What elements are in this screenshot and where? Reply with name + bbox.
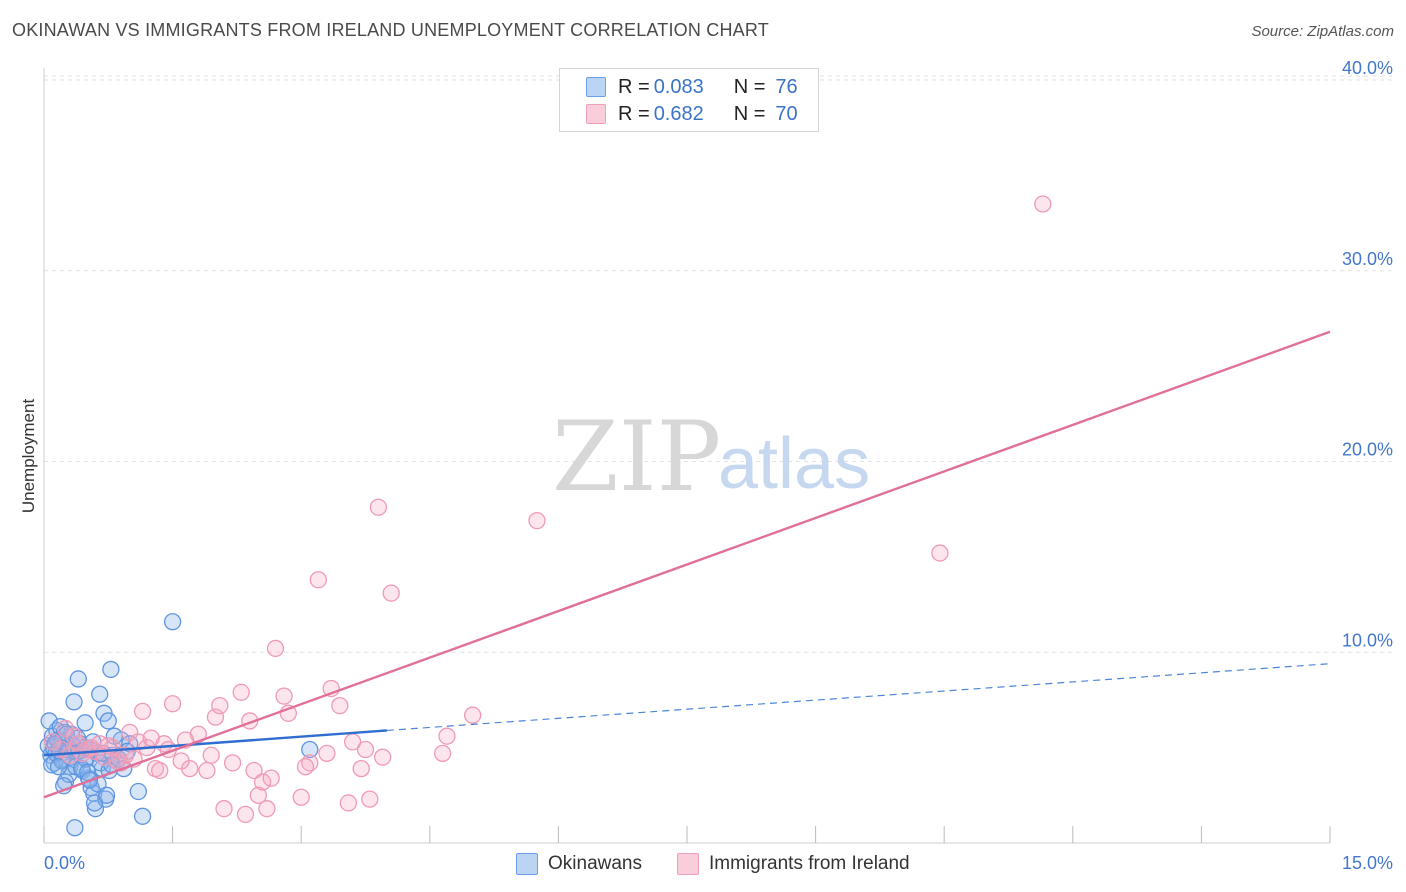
okinawan-point [97, 786, 116, 804]
ireland-point [253, 773, 272, 791]
ireland-point [133, 702, 152, 721]
legend-r-value: 0.682 [653, 102, 704, 125]
okinawan-point [301, 740, 319, 759]
ireland-point [236, 805, 255, 824]
ireland-point [202, 746, 220, 764]
y-tick-label: 40.0% [1342, 58, 1393, 78]
ireland-point [434, 744, 452, 762]
legend-row-ireland: R = 0.682 N = 70 [586, 102, 798, 126]
ireland-point [232, 683, 250, 701]
ireland-point [361, 790, 379, 808]
watermark-atlas: atlas [718, 424, 870, 504]
ireland-point [181, 759, 199, 778]
okinawan-trend-dashed [386, 663, 1331, 732]
okinawan-trend-line [43, 729, 388, 757]
okinawan-point [65, 693, 83, 711]
ireland-point [438, 727, 456, 745]
legend-n-label: N = [733, 102, 766, 125]
watermark: ZIP atlas [552, 401, 870, 513]
okinawan-point [99, 712, 117, 730]
ireland-point [116, 746, 135, 764]
ireland-point [151, 761, 169, 780]
watermark-zip: ZIP [552, 401, 721, 513]
ireland-point [275, 687, 293, 705]
ireland-point [382, 584, 400, 602]
ireland-point [369, 498, 388, 516]
ireland-point [356, 740, 375, 759]
okinawan-point [102, 660, 120, 679]
ireland-point [245, 761, 263, 780]
okinawan-point [133, 807, 152, 825]
okinawan-point [76, 714, 94, 732]
x-tick-label: 15.0% [1342, 853, 1393, 873]
ireland-point [318, 744, 336, 762]
okinawan-point [66, 819, 84, 837]
ireland-point [258, 800, 276, 818]
ireland-point [296, 758, 315, 776]
y-tick-label: 10.0% [1342, 630, 1393, 650]
y-axis-label: Unemployment [19, 399, 38, 514]
ireland-point [266, 639, 285, 658]
ireland-point [464, 706, 482, 724]
x-tick-label: 0.0% [44, 853, 85, 873]
legend-swatch-pink [586, 104, 606, 124]
legend-n-label: N = [733, 75, 766, 98]
ireland-point [163, 695, 182, 713]
grid-lines [44, 75, 1392, 653]
ireland-point [339, 794, 358, 812]
legend-r-value: 0.083 [653, 75, 704, 98]
ireland-point [528, 511, 546, 530]
ireland-point [198, 761, 216, 780]
okinawan-point [91, 685, 109, 703]
ireland-point [61, 746, 79, 764]
bottom-legend-label: Immigrants from Ireland [709, 853, 910, 874]
y-tick-label: 30.0% [1342, 249, 1393, 269]
trend-lines [43, 330, 1331, 799]
bottom-swatch-pink [677, 853, 699, 875]
source-label: Source: ZipAtlas.com [1251, 23, 1394, 40]
y-tick-label: 20.0% [1342, 440, 1393, 460]
ireland-point [331, 697, 349, 715]
tick-labels: 10.0% 20.0% 30.0% 40.0% 0.0% 15.0% [44, 58, 1393, 873]
legend-row-okinawans: R = 0.083 N = 76 [586, 75, 798, 99]
ireland-point [65, 727, 83, 745]
ireland-point [352, 759, 370, 778]
ireland-point [931, 544, 949, 562]
ireland-point [309, 571, 327, 589]
ireland-point [373, 748, 392, 766]
ireland-point [262, 769, 280, 787]
ireland-point [292, 788, 310, 806]
ireland-point [1034, 195, 1052, 213]
legend-r-label: R = [618, 102, 650, 125]
okinawan-point [49, 758, 68, 776]
ireland-point [249, 786, 267, 804]
ireland-point [142, 729, 160, 747]
okinawan-point [40, 712, 58, 730]
ireland-point [121, 723, 139, 742]
legend-swatch-blue [586, 77, 606, 97]
legend-n-value: 76 [775, 75, 798, 98]
ireland-point [211, 697, 229, 715]
legend-r-label: R = [618, 75, 650, 98]
series-immigrants-from-ireland [43, 195, 1052, 824]
bottom-legend-ireland: Immigrants from Ireland [677, 852, 910, 876]
axes [43, 68, 1331, 844]
okinawan-point [69, 670, 87, 688]
bottom-swatch-blue [516, 853, 538, 875]
ireland-trend-line [43, 330, 1331, 799]
ireland-point [215, 800, 233, 818]
okinawan-point [163, 613, 182, 631]
bottom-legend-label: Okinawans [548, 853, 642, 874]
chart-title: OKINAWAN VS IMMIGRANTS FROM IRELAND UNEM… [12, 20, 769, 40]
bottom-legend-okinawans: Okinawans [516, 852, 642, 876]
okinawan-point [129, 782, 147, 801]
ireland-point [129, 733, 147, 751]
legend-n-value: 70 [775, 102, 798, 125]
legend: R = 0.083 N = 76 R = 0.682 N = 70 [559, 68, 819, 132]
ireland-point [223, 754, 242, 772]
